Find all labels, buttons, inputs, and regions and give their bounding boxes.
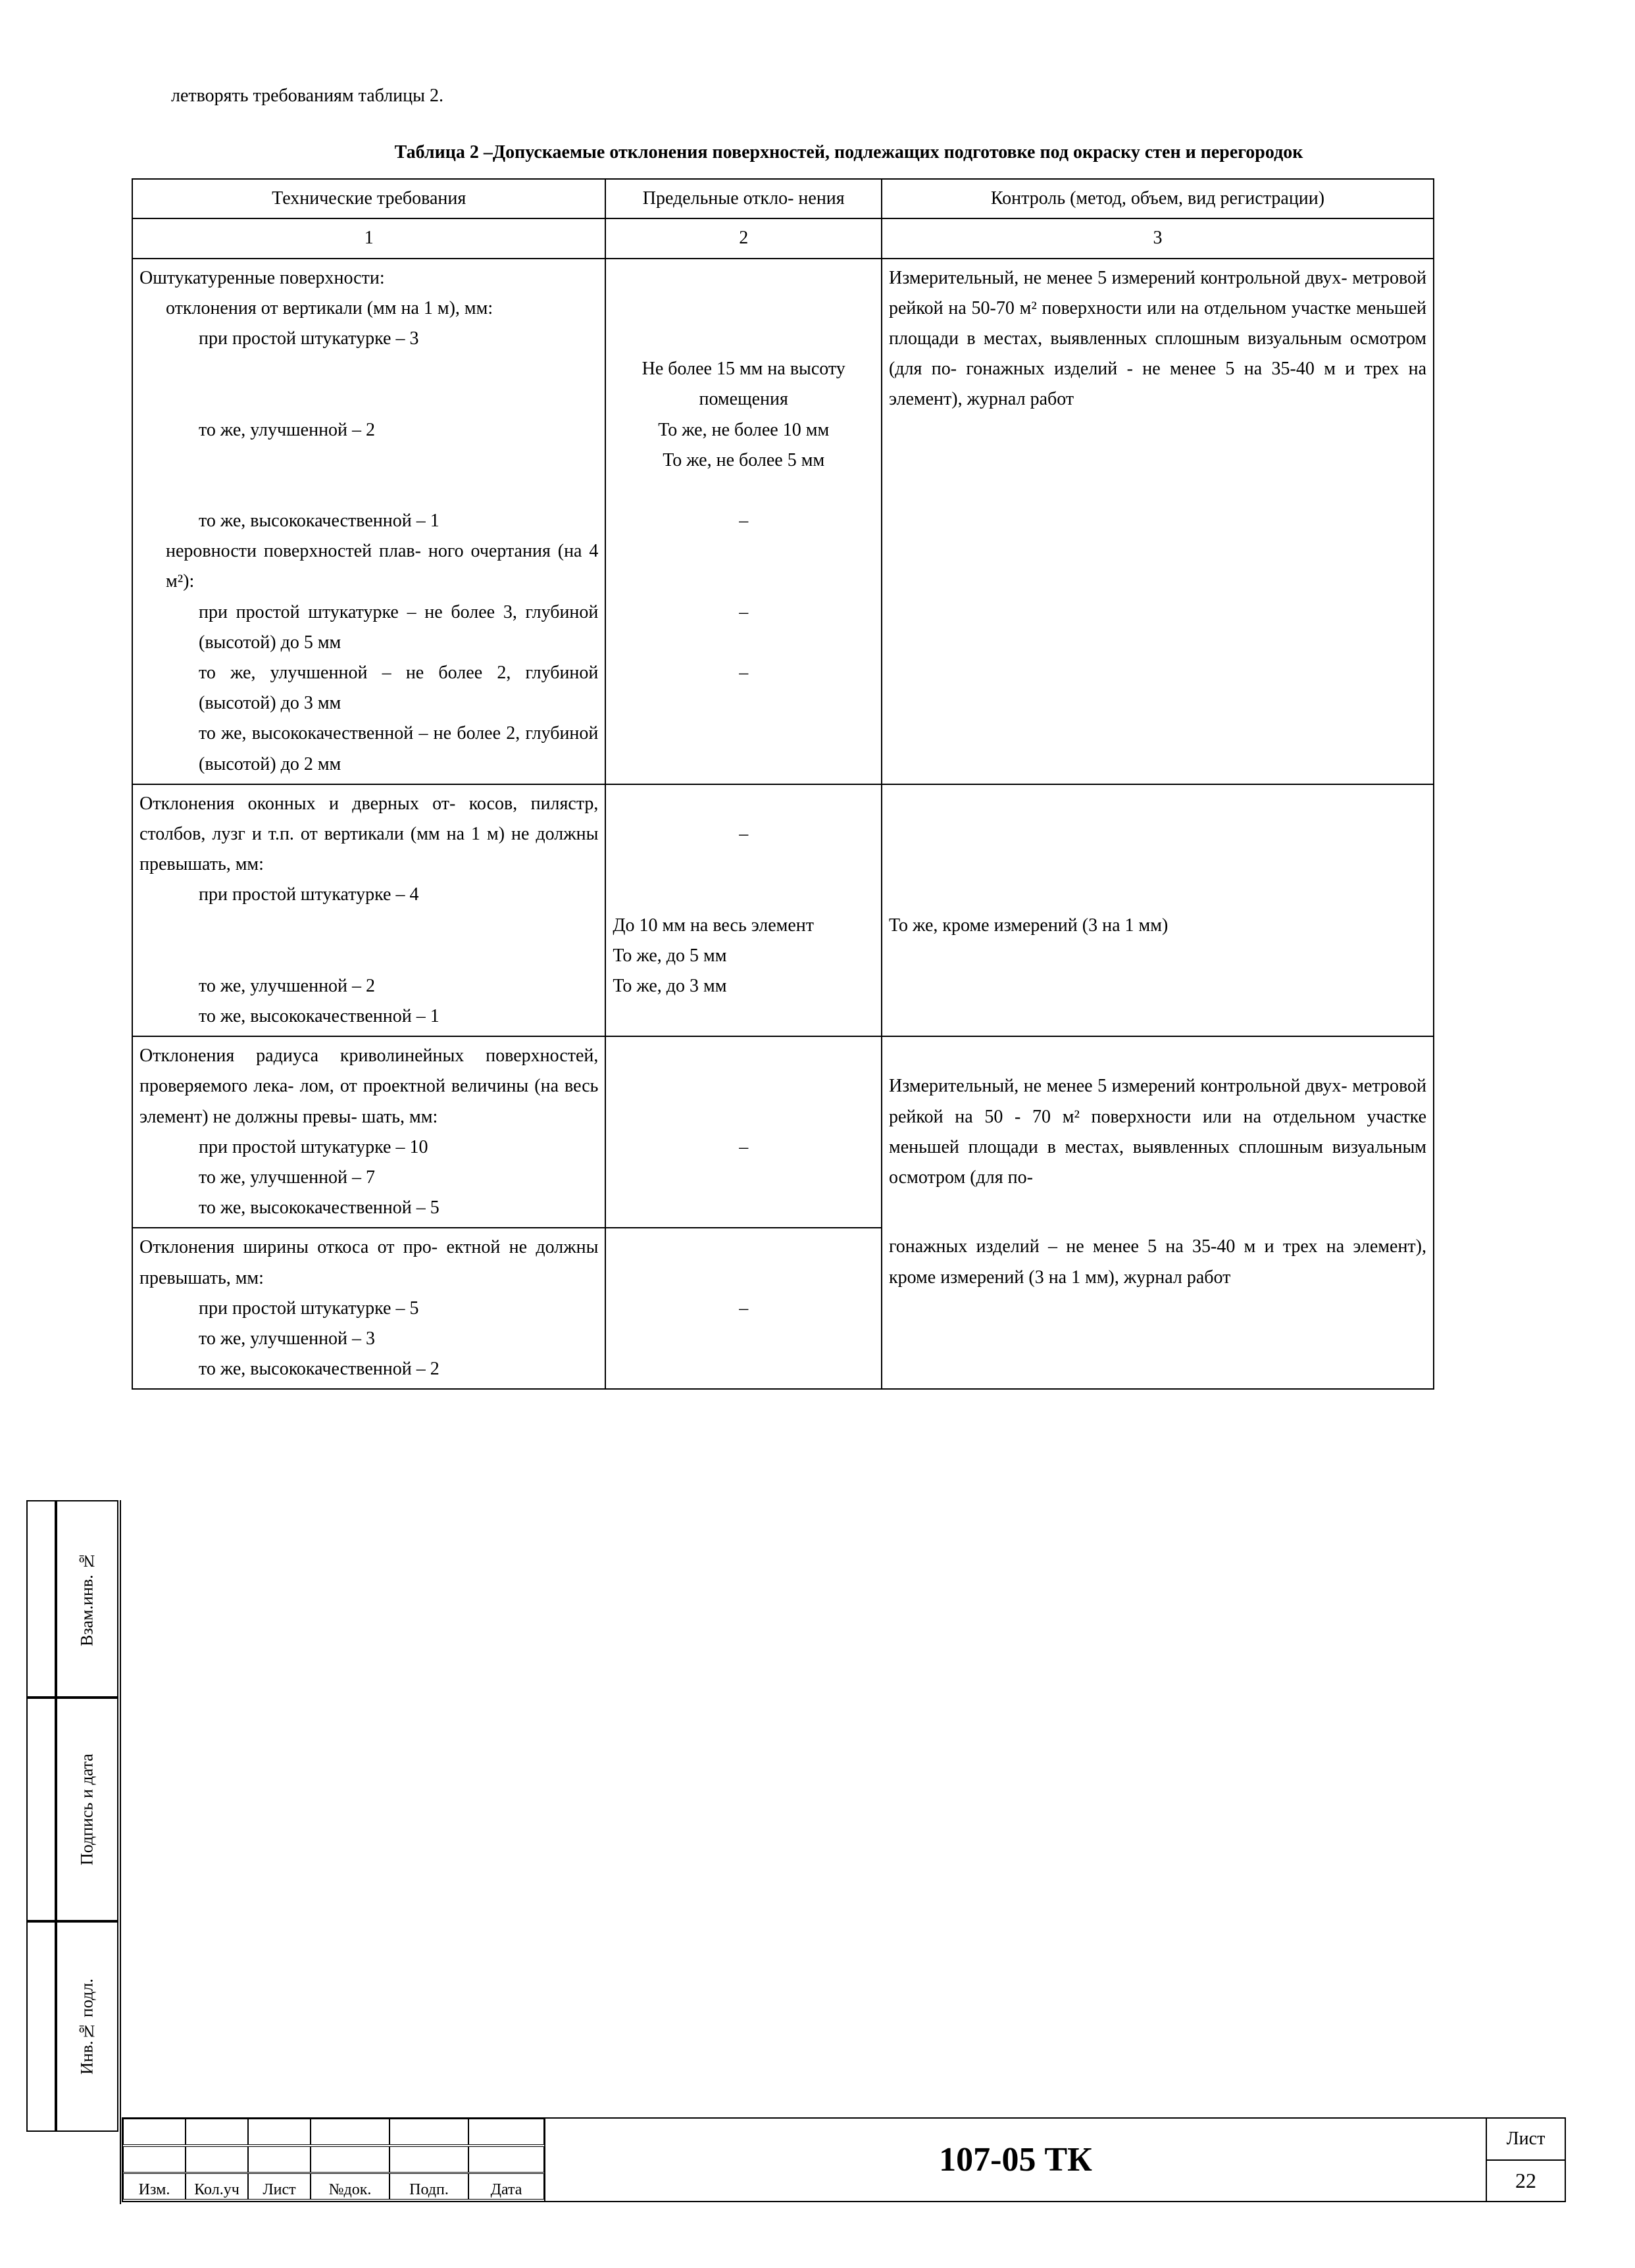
header-col2: Предельные откло- нения: [605, 179, 882, 218]
sheet-label: Лист: [1487, 2119, 1565, 2161]
colnum-3: 3: [882, 218, 1434, 258]
dash-icon: –: [739, 602, 748, 622]
dash-icon: –: [739, 1137, 748, 1157]
row4-dev: –: [605, 1228, 882, 1389]
r2devd: То же, до 3 мм: [613, 976, 726, 996]
header-col1: Технические требования: [132, 179, 605, 218]
r4d: то же, высококачественной – 2: [139, 1354, 598, 1384]
r4a: Отклонения ширины откоса от про- ектной …: [139, 1232, 598, 1293]
side-blank: [26, 1921, 56, 2132]
r2c: то же, улучшенной – 2: [139, 971, 598, 1001]
tb-blank: [248, 2146, 311, 2173]
dash-icon: –: [739, 511, 748, 531]
r2b: при простой штукатурке – 4: [139, 880, 598, 910]
document-number: 107-05 ТК: [544, 2119, 1486, 2201]
tb-blank: [123, 2146, 186, 2173]
r1devd: То же, не более 10 мм: [658, 420, 829, 440]
r1i: то же, высококачественной – не более 2, …: [139, 718, 598, 779]
dash-icon: –: [739, 663, 748, 683]
frame-line: [120, 1500, 121, 2204]
r4c: то же, улучшенной – 3: [139, 1324, 598, 1354]
colnum-1: 1: [132, 218, 605, 258]
row1-ctrl: Измерительный, не менее 5 измерений конт…: [882, 259, 1434, 784]
r1a: Оштукатуренные поверхности:: [139, 268, 385, 288]
row3-req: Отклонения радиуса криволинейных поверхн…: [132, 1036, 605, 1228]
r2ctrl: То же, кроме измерений (3 на 1 мм): [889, 915, 1168, 936]
r3d: то же, высококачественной – 5: [139, 1193, 598, 1223]
r2a: Отклонения оконных и дверных от- косов, …: [139, 789, 598, 880]
tb-blank: [186, 2146, 248, 2173]
tb-blank: [390, 2146, 468, 2173]
r1devc: Не более 15 мм на высоту помещения: [642, 359, 845, 409]
tb-blank: [311, 2146, 390, 2173]
r1d: то же, улучшенной – 2: [139, 415, 598, 445]
tb-blank: [186, 2119, 248, 2145]
side-label-2: Подпись и дата: [56, 1698, 118, 1921]
r3ctrl: Измерительный, не менее 5 измерений конт…: [889, 1076, 1426, 1188]
title-block: Изм. Кол.уч Лист №док. Подп. Дата 107-05…: [122, 2117, 1566, 2202]
sheet-box: Лист 22: [1486, 2119, 1565, 2201]
r1g: при простой штукатурке – не более 3, глу…: [139, 597, 598, 658]
r3c: то же, улучшенной – 7: [139, 1163, 598, 1193]
row1-req: Оштукатуренные поверхности: отклонения о…: [132, 259, 605, 784]
side-label-3: Инв.№ подл.: [56, 1921, 118, 2132]
dash-icon: –: [739, 1298, 748, 1319]
row4-req: Отклонения ширины откоса от про- ектной …: [132, 1228, 605, 1389]
side-blank: [26, 1698, 56, 1921]
side-blank: [26, 1500, 56, 1698]
tb-label-podp: Подп.: [390, 2173, 468, 2200]
r1c: при простой штукатурке – 3: [139, 324, 598, 354]
tb-blank: [468, 2146, 544, 2173]
r3b: при простой штукатурке – 10: [139, 1132, 598, 1163]
r2devb: До 10 мм на весь элемент: [613, 915, 814, 936]
row1-dev: Не более 15 мм на высоту помещения То же…: [605, 259, 882, 784]
sheet-number: 22: [1487, 2161, 1565, 2202]
tb-blank: [248, 2119, 311, 2145]
intro-text: летворять требованиям таблицы 2.: [171, 86, 1566, 107]
tb-label-koluch: Кол.уч: [186, 2173, 248, 2200]
tb-label-list: Лист: [248, 2173, 311, 2200]
r4b: при простой штукатурке – 5: [139, 1294, 598, 1324]
r1e: то же, высококачественной – 1: [139, 506, 598, 536]
r1f: неровности поверхностей плав- ного очерт…: [139, 536, 598, 597]
r2d: то же, высококачественной – 1: [139, 1001, 598, 1032]
row3-ctrl: Измерительный, не менее 5 измерений конт…: [882, 1036, 1434, 1228]
r3a: Отклонения радиуса криволинейных поверхн…: [139, 1041, 598, 1132]
side-stamp: Взам.инв. № Подпись и дата Инв.№ подл.: [26, 1500, 118, 2158]
r1deve: То же, не более 5 мм: [663, 450, 824, 470]
tb-blank: [468, 2119, 544, 2145]
tb-label-izm: Изм.: [123, 2173, 186, 2200]
dash-icon: –: [739, 824, 748, 844]
deviations-table: Технические требования Предельные откло-…: [132, 178, 1434, 1390]
colnum-2: 2: [605, 218, 882, 258]
row2-dev: – До 10 мм на весь элемент То же, до 5 м…: [605, 784, 882, 1037]
r1h: то же, улучшенной – не более 2, глубиной…: [139, 658, 598, 718]
tb-blank: [311, 2119, 390, 2145]
r1b: отклонения от вертикали (мм на 1 м), мм:: [139, 293, 598, 324]
tb-label-data: Дата: [468, 2173, 544, 2200]
r2devc: То же, до 5 мм: [613, 945, 726, 966]
tb-blank: [390, 2119, 468, 2145]
tb-label-ndok: №док.: [311, 2173, 390, 2200]
side-label-1: Взам.инв. №: [56, 1500, 118, 1698]
row2-ctrl: То же, кроме измерений (3 на 1 мм): [882, 784, 1434, 1037]
row3-dev: –: [605, 1036, 882, 1228]
table-title: Таблица 2 –Допускаемые отклонения поверх…: [132, 139, 1566, 165]
row2-req: Отклонения оконных и дверных от- косов, …: [132, 784, 605, 1037]
tb-blank: [123, 2119, 186, 2145]
header-col3: Контроль (метод, объем, вид регистрации): [882, 179, 1434, 218]
row4-ctrl: гонажных изделий – не менее 5 на 35-40 м…: [882, 1228, 1434, 1389]
